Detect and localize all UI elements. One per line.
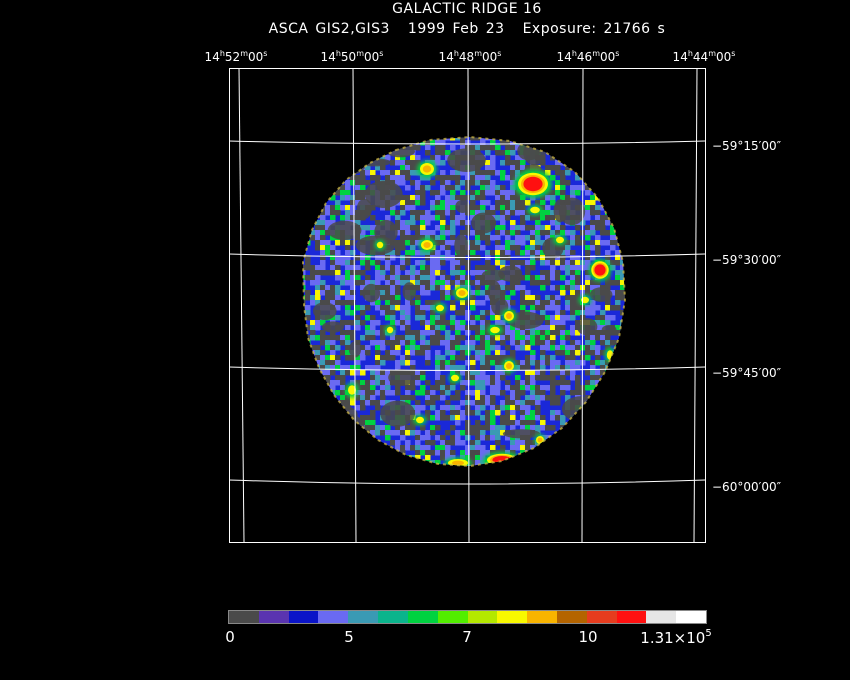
ra-tick-label: 14h52m00s [204, 49, 268, 64]
dec-tick-label: −60°00′00″ [712, 480, 782, 494]
dec-tick-label: −59°30′00″ [712, 253, 782, 267]
plot-subtitle: ASCA GIS2,GIS3 1999 Feb 23 Exposure: 21766… [42, 21, 850, 37]
dec-tick-label: −59°15′00″ [712, 139, 782, 153]
colorbar-swatch [646, 611, 677, 623]
colorbar-swatch [378, 611, 408, 623]
dec-gridline [228, 366, 706, 371]
colorbar-label: 7 [462, 628, 472, 646]
ra-tick-label: 14h48m00s [438, 49, 502, 64]
plot-title: GALACTIC RIDGE 16 [392, 1, 542, 17]
colorbar-swatch [467, 611, 498, 623]
ra-gridline [467, 67, 470, 543]
ra-gridline [581, 67, 584, 543]
ra-tick-label: 14h44m00s [672, 49, 736, 64]
instrument-label: ASCA GIS2,GIS3 [268, 21, 390, 37]
ra-gridline [693, 67, 698, 543]
ra-tick-label: 14h46m00s [556, 49, 620, 64]
dec-tick-label: −59°45′00″ [712, 366, 782, 380]
colorbar [228, 610, 707, 624]
ra-tick-label: 14h50m00s [320, 49, 384, 64]
colorbar-label: 5 [344, 628, 354, 646]
colorbar-swatch [318, 611, 349, 623]
colorbar-swatch [407, 611, 438, 623]
exposure-label: Exposure: 21766 s [522, 21, 666, 37]
colorbar-swatch [586, 611, 617, 623]
ra-gridline [238, 67, 245, 543]
colorbar-label-max: 1.31×105 [640, 628, 712, 647]
ra-gridline [352, 67, 357, 543]
colorbar-swatch [556, 611, 587, 623]
field-of-view-image [303, 137, 625, 466]
dec-gridline [228, 140, 706, 145]
colorbar-swatch [288, 611, 319, 623]
dec-gridline [228, 479, 706, 485]
date-label: 1999 Feb 23 [407, 21, 505, 37]
colorbar-label: 10 [578, 628, 598, 646]
colorbar-swatch [229, 611, 259, 623]
colorbar-swatch [497, 611, 528, 623]
colorbar-swatch [527, 611, 557, 623]
dec-gridline [228, 253, 706, 258]
field-of-view-rim [301, 135, 627, 468]
colorbar-swatch [616, 611, 647, 623]
colorbar-swatch [258, 611, 289, 623]
coordinate-grid [228, 67, 706, 543]
colorbar-label-min: 0 [225, 628, 235, 646]
colorbar-swatch [676, 611, 706, 623]
colorbar-swatch [437, 611, 468, 623]
colorbar-swatch [348, 611, 379, 623]
plot-frame [229, 68, 706, 543]
